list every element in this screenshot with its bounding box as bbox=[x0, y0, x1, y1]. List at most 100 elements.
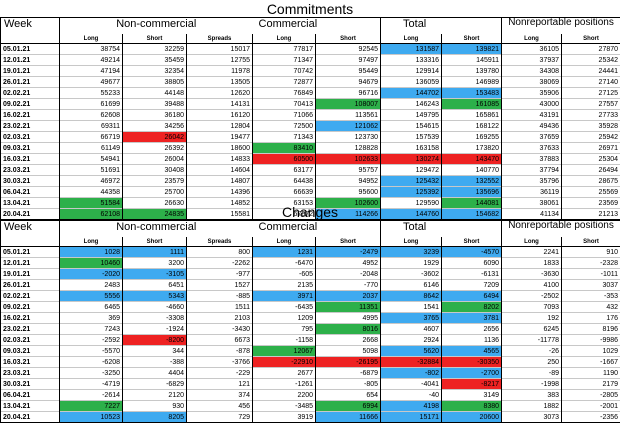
c-long-cell: -1261 bbox=[253, 379, 316, 390]
nc-long-cell: 369 bbox=[60, 313, 123, 324]
spreads-cell: 1527 bbox=[187, 280, 253, 291]
nr-long-cell: 36119 bbox=[502, 187, 562, 198]
t-short-cell: 7209 bbox=[442, 280, 502, 291]
nr-short-cell: 8196 bbox=[562, 324, 620, 335]
long-header: Long bbox=[60, 237, 123, 247]
nr-long-cell: 43000 bbox=[502, 99, 562, 110]
nr-short-cell: 432 bbox=[562, 302, 620, 313]
week-cell: 12.01.21 bbox=[1, 258, 60, 269]
week-cell: 09.03.21 bbox=[1, 143, 60, 154]
c-short-cell: 4952 bbox=[316, 258, 381, 269]
c-long-cell: 83410 bbox=[253, 143, 316, 154]
t-long-cell: 131587 bbox=[381, 44, 442, 55]
t-short-cell: 3781 bbox=[442, 313, 502, 324]
short-header: Short bbox=[316, 34, 381, 44]
nr-short-cell: 35928 bbox=[562, 121, 620, 132]
t-short-cell: 143470 bbox=[442, 154, 502, 165]
nr-long-cell: 37633 bbox=[502, 143, 562, 154]
week-cell: 19.01.21 bbox=[1, 269, 60, 280]
nc-long-cell: -3250 bbox=[60, 368, 123, 379]
total-header: Total bbox=[381, 18, 502, 35]
commitments-table: Week Non-commercial Commercial Total Non… bbox=[0, 17, 620, 220]
nc-short-cell: 4404 bbox=[123, 368, 187, 379]
t-short-cell: 145911 bbox=[442, 55, 502, 66]
t-short-cell: 20600 bbox=[442, 412, 502, 423]
nc-short-cell: 3200 bbox=[123, 258, 187, 269]
nc-long-cell: 69311 bbox=[60, 121, 123, 132]
week-cell: 23.02.21 bbox=[1, 324, 60, 335]
nr-long-cell: 1882 bbox=[502, 401, 562, 412]
t-long-cell: 4198 bbox=[381, 401, 442, 412]
t-short-cell: 132552 bbox=[442, 176, 502, 187]
nc-short-cell: 44148 bbox=[123, 88, 187, 99]
commitments-sub-header: Long Short Spreads Long Short Long Short… bbox=[1, 34, 620, 44]
spreads-cell: 19477 bbox=[187, 132, 253, 143]
spreads-cell: 12620 bbox=[187, 88, 253, 99]
t-long-cell: 163158 bbox=[381, 143, 442, 154]
total-header: Total bbox=[381, 221, 502, 238]
c-long-cell: 71347 bbox=[253, 55, 316, 66]
t-long-cell: 130274 bbox=[381, 154, 442, 165]
t-short-cell: 8202 bbox=[442, 302, 502, 313]
nr-short-cell: 27125 bbox=[562, 88, 620, 99]
t-short-cell: 169255 bbox=[442, 132, 502, 143]
nc-short-cell: 32259 bbox=[123, 44, 187, 55]
t-long-cell: 2924 bbox=[381, 335, 442, 346]
nr-short-cell: 27140 bbox=[562, 77, 620, 88]
nonreportable-header: Nonreportable positions bbox=[502, 221, 620, 238]
c-short-cell: 121062 bbox=[316, 121, 381, 132]
nr-short-cell: 910 bbox=[562, 247, 620, 258]
long-header: Long bbox=[60, 34, 123, 44]
t-long-cell: 1929 bbox=[381, 258, 442, 269]
nr-long-cell: 37659 bbox=[502, 132, 562, 143]
nr-long-cell: -3630 bbox=[502, 269, 562, 280]
nc-long-cell: -5570 bbox=[60, 346, 123, 357]
spreads-cell: 13505 bbox=[187, 77, 253, 88]
nr-short-cell: 28675 bbox=[562, 176, 620, 187]
spreads-cell: 456 bbox=[187, 401, 253, 412]
t-short-cell: 3149 bbox=[442, 390, 502, 401]
nc-short-cell: -3308 bbox=[123, 313, 187, 324]
nr-short-cell: 26494 bbox=[562, 165, 620, 176]
week-cell: 19.01.21 bbox=[1, 66, 60, 77]
nr-long-cell: 35906 bbox=[502, 88, 562, 99]
c-long-cell: 66639 bbox=[253, 187, 316, 198]
c-long-cell: 2200 bbox=[253, 390, 316, 401]
c-short-cell: 654 bbox=[316, 390, 381, 401]
nr-long-cell: 383 bbox=[502, 390, 562, 401]
nc-short-cell: 344 bbox=[123, 346, 187, 357]
spreads-cell: -3430 bbox=[187, 324, 253, 335]
c-long-cell: -6470 bbox=[253, 258, 316, 269]
spreads-cell: 18600 bbox=[187, 143, 253, 154]
spreads-cell: 121 bbox=[187, 379, 253, 390]
spreads-cell: 14131 bbox=[187, 99, 253, 110]
changes-title: Changes bbox=[0, 204, 620, 220]
week-cell: 02.02.21 bbox=[1, 88, 60, 99]
nr-short-cell: 27870 bbox=[562, 44, 620, 55]
t-long-cell: 125392 bbox=[381, 187, 442, 198]
c-short-cell: -805 bbox=[316, 379, 381, 390]
t-short-cell: 140770 bbox=[442, 165, 502, 176]
nr-long-cell: 37937 bbox=[502, 55, 562, 66]
nc-long-cell: -2020 bbox=[60, 269, 123, 280]
week-cell: 02.02.21 bbox=[1, 291, 60, 302]
nr-short-cell: 176 bbox=[562, 313, 620, 324]
t-short-cell: -6131 bbox=[442, 269, 502, 280]
week-cell: 23.03.21 bbox=[1, 165, 60, 176]
nr-short-cell: -2001 bbox=[562, 401, 620, 412]
c-short-cell: -6879 bbox=[316, 368, 381, 379]
c-long-cell: -22910 bbox=[253, 357, 316, 368]
c-long-cell: 795 bbox=[253, 324, 316, 335]
long-header: Long bbox=[381, 237, 442, 247]
week-cell: 09.02.21 bbox=[1, 302, 60, 313]
week-cell: 16.03.21 bbox=[1, 357, 60, 368]
c-long-cell: 76849 bbox=[253, 88, 316, 99]
nr-long-cell: 2241 bbox=[502, 247, 562, 258]
nr-long-cell: 43191 bbox=[502, 110, 562, 121]
nr-long-cell: 34308 bbox=[502, 66, 562, 77]
